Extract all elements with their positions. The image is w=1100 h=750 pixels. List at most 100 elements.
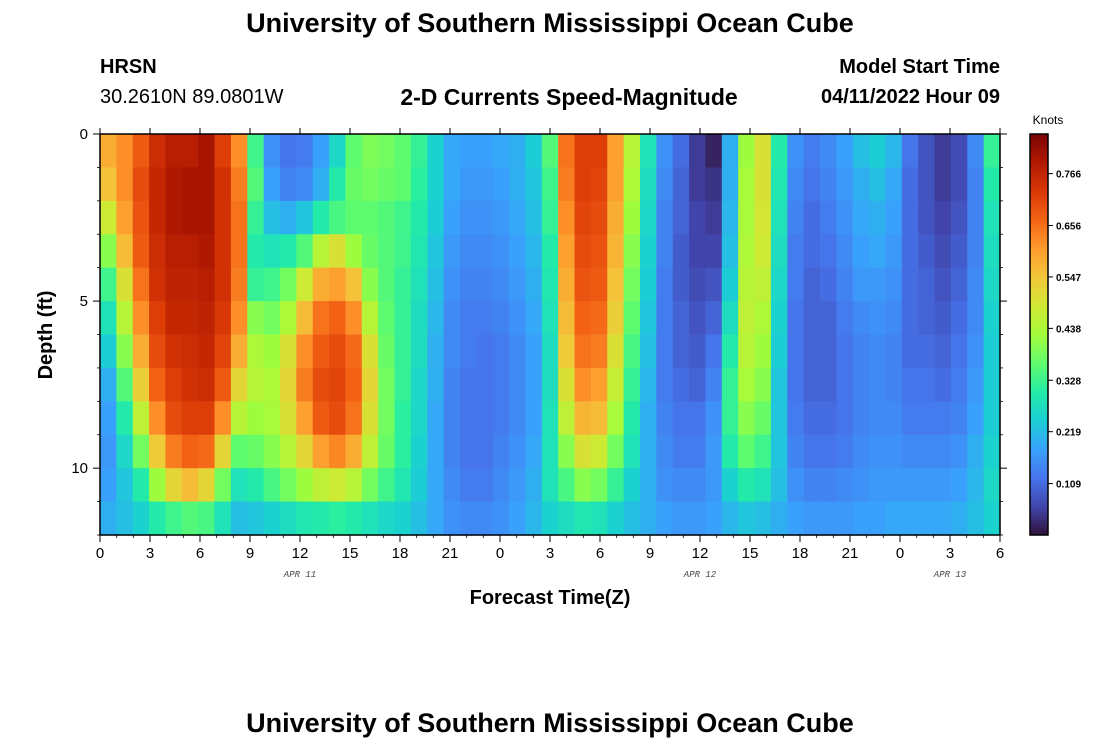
heatmap-cell — [460, 301, 477, 336]
heatmap-cell — [427, 167, 445, 202]
heatmap-cell — [410, 367, 428, 402]
heatmap-cell — [574, 501, 592, 536]
heatmap-cell — [623, 301, 641, 336]
heatmap-cell — [869, 367, 887, 402]
day-label: APR 11 — [283, 570, 316, 580]
heatmap-cell — [345, 334, 363, 369]
heatmap-cell — [869, 468, 887, 503]
heatmap-cell — [656, 267, 674, 302]
heatmap-cell — [770, 234, 788, 269]
heatmap-cell — [983, 501, 1001, 536]
heatmap-cell — [705, 167, 723, 202]
heatmap-cell — [656, 334, 674, 369]
heatmap-cell — [443, 200, 461, 235]
heatmap-cell — [852, 468, 870, 503]
heatmap-cell — [852, 401, 870, 436]
heatmap-cell — [263, 134, 281, 169]
heatmap-cell — [738, 134, 756, 169]
heatmap-cell — [885, 401, 903, 436]
heatmap-cell — [852, 167, 870, 202]
heatmap-cell — [165, 367, 183, 402]
heatmap-cell — [100, 200, 117, 235]
heatmap-cell — [607, 267, 625, 302]
heatmap-cell — [558, 434, 576, 469]
heatmap-cell — [361, 468, 379, 503]
heatmap-cell — [754, 334, 772, 369]
heatmap-cell — [345, 367, 363, 402]
heatmap-cell — [705, 234, 723, 269]
heatmap-cell — [312, 167, 330, 202]
heatmap-cell — [378, 468, 396, 503]
heatmap-cell — [116, 334, 134, 369]
heatmap-cell — [116, 401, 134, 436]
heatmap-cell — [787, 401, 805, 436]
heatmap-cell — [770, 501, 788, 536]
heatmap-cell — [378, 334, 396, 369]
heatmap-cell — [181, 234, 199, 269]
heatmap-cell — [427, 200, 445, 235]
heatmap-cell — [394, 401, 412, 436]
heatmap-cell — [460, 234, 477, 269]
heatmap-cell — [574, 267, 592, 302]
heatmap-cell — [263, 468, 281, 503]
heatmap-cell — [525, 468, 543, 503]
heatmap-cell — [263, 301, 281, 336]
heatmap-cell — [427, 367, 445, 402]
heatmap-cell — [329, 301, 347, 336]
heatmap-cell — [934, 200, 952, 235]
heatmap-cell — [116, 301, 134, 336]
heatmap-cell — [934, 267, 952, 302]
heatmap-cell — [132, 434, 150, 469]
heatmap-cell — [361, 367, 379, 402]
heatmap-cell — [410, 167, 428, 202]
heatmap-cell — [378, 267, 396, 302]
heatmap-cell — [149, 367, 167, 402]
heatmap-cell — [852, 267, 870, 302]
heatmap-cell — [770, 468, 788, 503]
heatmap-cell — [247, 367, 265, 402]
heatmap-cell — [885, 468, 903, 503]
heatmap-cell — [230, 301, 248, 336]
heatmap-cell — [558, 134, 576, 169]
heatmap-cell — [672, 200, 690, 235]
heatmap-cell — [427, 234, 445, 269]
heatmap-cell — [672, 367, 690, 402]
heatmap-cell — [214, 501, 232, 536]
heatmap-cell — [934, 434, 952, 469]
colorbar-unit: Knots — [1033, 113, 1064, 127]
heatmap-cell — [410, 401, 428, 436]
heatmap-cell — [100, 367, 117, 402]
heatmap-cell — [738, 200, 756, 235]
heatmap-cell — [983, 434, 1001, 469]
heatmap-cell — [443, 501, 461, 536]
heatmap-cell — [901, 468, 919, 503]
heatmap-cell — [689, 468, 707, 503]
heatmap-cell — [950, 301, 968, 336]
heatmap-cell — [149, 334, 167, 369]
heatmap-cell — [427, 334, 445, 369]
heatmap-cell — [525, 334, 543, 369]
heatmap-cell — [378, 134, 396, 169]
heatmap-cell — [460, 501, 477, 536]
heatmap-cell — [656, 234, 674, 269]
x-tick-label: 15 — [742, 545, 759, 562]
heatmap-cell — [901, 167, 919, 202]
heatmap-cell — [574, 301, 592, 336]
heatmap-cell — [836, 134, 854, 169]
heatmap-cell — [738, 334, 756, 369]
heatmap-cell — [672, 234, 690, 269]
heatmap-cell — [100, 434, 117, 469]
heatmap-cells — [100, 134, 1001, 536]
heatmap-cell — [967, 167, 985, 202]
x-tick-label: 15 — [342, 545, 359, 562]
heatmap-cell — [770, 301, 788, 336]
heatmap-cell — [689, 167, 707, 202]
heatmap-cell — [787, 501, 805, 536]
heatmap-cell — [509, 200, 527, 235]
heatmap-cell — [574, 234, 592, 269]
heatmap-cell — [541, 167, 559, 202]
heatmap-cell — [198, 167, 216, 202]
heatmap-cell — [263, 267, 281, 302]
heatmap-cell — [852, 334, 870, 369]
heatmap-cell — [705, 367, 723, 402]
